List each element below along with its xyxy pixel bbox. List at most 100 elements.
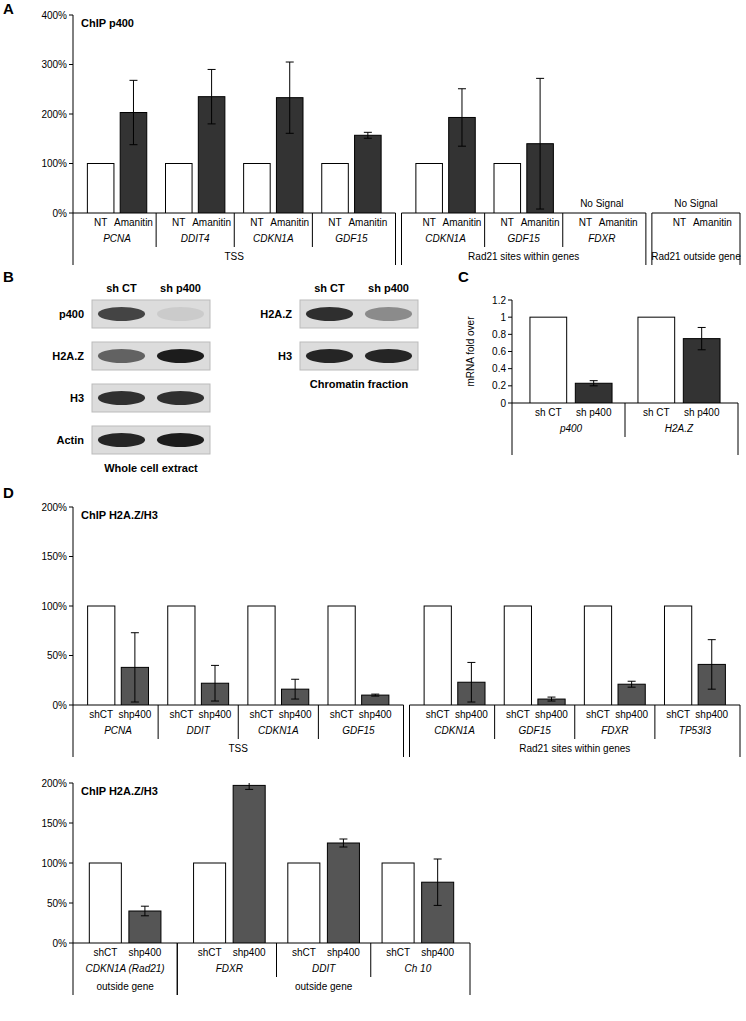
category-label: FDXR [216, 963, 243, 974]
band [98, 349, 145, 363]
error-bar [339, 839, 347, 847]
error-line [701, 327, 702, 349]
error-cap [548, 697, 556, 698]
y-tick [508, 334, 512, 335]
y-tick [69, 64, 73, 65]
series-label: shp400 [129, 947, 162, 958]
category-label: PCNA [104, 725, 132, 736]
category-label: DDIT [312, 963, 336, 974]
lane-label: sh CT [106, 282, 137, 294]
category-label: FDXR [588, 233, 615, 244]
series-label: shp400 [118, 709, 151, 720]
error-cap [364, 138, 372, 139]
series-label: Amanitin [192, 217, 231, 228]
y-tick [508, 385, 512, 386]
y-tick [69, 823, 73, 824]
series-label: shp400 [455, 709, 488, 720]
blot-caption: Chromatin fraction [310, 378, 409, 390]
band [365, 307, 412, 321]
figure: AChIP p4000%100%200%300%400%NTAmanitinPC… [0, 0, 746, 1021]
error-line [593, 381, 594, 386]
row-label: Actin [57, 434, 85, 446]
category-label: p400 [559, 423, 583, 434]
y-tick [69, 213, 73, 214]
series-label: shp400 [233, 947, 266, 958]
error-cap [131, 702, 139, 703]
group-divider [73, 705, 74, 757]
baseline [652, 213, 740, 214]
category-divider [238, 705, 239, 739]
bar [327, 843, 359, 943]
chart-title: ChIP H2A.Z/H3 [81, 785, 158, 797]
chart: DChIP H2A.Z/H30%50%100%150%200%shCTshp40… [3, 484, 740, 757]
error-bar [364, 132, 372, 138]
bar [88, 606, 115, 705]
band [157, 307, 204, 321]
error-line [133, 80, 134, 144]
y-tick [69, 556, 73, 557]
error-cap [129, 144, 137, 145]
y-tick-label: 100% [41, 601, 67, 612]
error-line [295, 679, 296, 699]
panel-label: D [3, 484, 14, 501]
background [0, 0, 746, 1021]
error-cap [590, 380, 598, 381]
lane-label: sh CT [314, 282, 345, 294]
error-bar [708, 640, 716, 690]
series-label: shp400 [695, 709, 728, 720]
series-label: sh CT [535, 407, 562, 418]
series-label: shp400 [279, 709, 312, 720]
marks [530, 317, 720, 403]
group-divider [177, 943, 178, 995]
series-label: shCT [292, 947, 316, 958]
series-label: shp400 [327, 947, 360, 958]
error-line [211, 69, 212, 123]
bar [504, 606, 531, 705]
bar [416, 164, 443, 214]
error-cap [536, 209, 544, 210]
group-label: Rad21 sites within genes [519, 743, 630, 754]
chart: AChIP p4000%100%200%300%400%NTAmanitinPC… [3, 0, 741, 265]
category-label: CDKN1A (Rad21) [86, 963, 165, 974]
error-bar [434, 859, 442, 905]
error-bar [371, 694, 379, 696]
bar [288, 863, 320, 943]
group-label: outside gene [295, 981, 353, 992]
chart-title: ChIP H2A.Z/H3 [81, 509, 158, 521]
error-cap [291, 679, 299, 680]
y-tick [69, 15, 73, 16]
error-bar [536, 78, 544, 209]
error-cap [698, 349, 706, 350]
series-label: NT [579, 217, 592, 228]
category-label: DDIT4 [181, 233, 210, 244]
bar [494, 164, 521, 214]
row-label: p400 [59, 308, 84, 320]
bar [87, 164, 114, 214]
chart: ChIP H2A.Z/H30%50%100%150%200%shCTshp400… [41, 778, 470, 996]
error-bar [286, 62, 294, 133]
error-cap [371, 694, 379, 695]
bar [362, 695, 389, 705]
y-tick-label: 100% [41, 158, 67, 169]
series-label: Amanitin [443, 217, 482, 228]
series-label: shCT [506, 709, 530, 720]
category-divider [370, 943, 371, 977]
error-cap [458, 146, 466, 147]
y-tick-label: 200% [41, 778, 67, 789]
y-tick-label: 1.2 [492, 295, 506, 306]
y-tick [69, 903, 73, 904]
error-line [461, 89, 462, 146]
group-divider [409, 705, 410, 757]
series-label: Amanitin [270, 217, 309, 228]
y-tick-label: 0 [500, 398, 506, 409]
category-divider [484, 213, 485, 247]
blot-strip [92, 384, 210, 412]
error-bar [467, 662, 475, 702]
group-divider [403, 705, 404, 757]
series-label: shCT [169, 709, 193, 720]
bar [248, 606, 275, 705]
y-tick-label: 0% [53, 700, 68, 711]
series-label: shp400 [421, 947, 454, 958]
bar [322, 164, 349, 214]
marks [87, 62, 553, 213]
